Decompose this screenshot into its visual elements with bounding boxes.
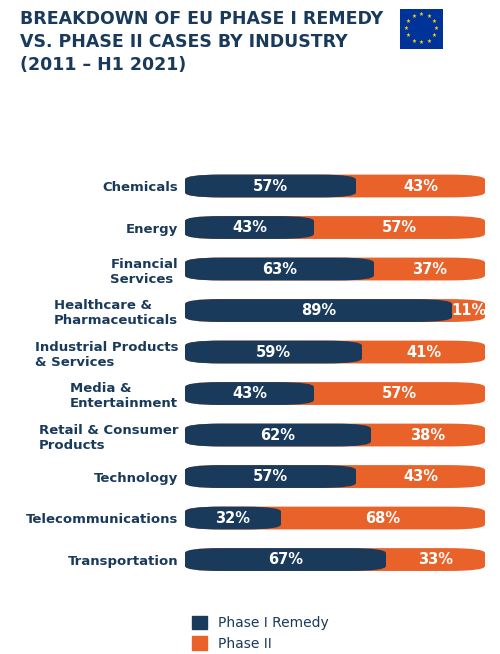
Text: ★: ★: [432, 33, 436, 39]
Text: ★: ★: [434, 26, 438, 31]
FancyBboxPatch shape: [185, 216, 485, 239]
FancyBboxPatch shape: [185, 548, 485, 571]
Text: ★: ★: [419, 41, 424, 46]
FancyBboxPatch shape: [185, 341, 485, 364]
FancyBboxPatch shape: [185, 175, 485, 198]
Text: 43%: 43%: [232, 386, 267, 401]
Text: ★: ★: [426, 39, 431, 44]
Text: 43%: 43%: [232, 220, 267, 235]
FancyBboxPatch shape: [185, 299, 452, 322]
Text: ★: ★: [426, 14, 431, 19]
FancyBboxPatch shape: [185, 258, 485, 281]
Text: 67%: 67%: [268, 552, 303, 567]
Text: ★: ★: [406, 19, 411, 24]
Text: ★: ★: [419, 12, 424, 17]
Text: 57%: 57%: [253, 469, 288, 484]
Text: 59%: 59%: [256, 345, 291, 360]
Text: ★: ★: [404, 26, 409, 31]
FancyBboxPatch shape: [185, 465, 356, 488]
FancyBboxPatch shape: [185, 424, 371, 447]
Text: 57%: 57%: [382, 386, 417, 401]
FancyBboxPatch shape: [185, 341, 362, 364]
Text: 57%: 57%: [382, 220, 417, 235]
FancyBboxPatch shape: [185, 424, 485, 447]
Text: 32%: 32%: [216, 511, 250, 526]
FancyBboxPatch shape: [185, 382, 485, 405]
Text: 57%: 57%: [253, 179, 288, 194]
Text: 38%: 38%: [410, 428, 446, 443]
FancyBboxPatch shape: [185, 258, 374, 281]
Text: 41%: 41%: [406, 345, 441, 360]
Text: 43%: 43%: [403, 469, 438, 484]
FancyBboxPatch shape: [185, 175, 356, 198]
FancyBboxPatch shape: [185, 465, 485, 488]
FancyBboxPatch shape: [185, 299, 485, 322]
Text: BREAKDOWN OF EU PHASE I REMEDY
VS. PHASE II CASES BY INDUSTRY
(2011 – H1 2021): BREAKDOWN OF EU PHASE I REMEDY VS. PHASE…: [20, 10, 383, 74]
Text: ★: ★: [432, 19, 436, 24]
Text: 63%: 63%: [262, 262, 297, 277]
Text: 33%: 33%: [418, 552, 453, 567]
Text: 43%: 43%: [403, 179, 438, 194]
Text: 89%: 89%: [301, 303, 336, 318]
FancyBboxPatch shape: [185, 507, 485, 530]
Text: 68%: 68%: [366, 511, 400, 526]
Text: 62%: 62%: [260, 428, 296, 443]
Text: ★: ★: [412, 39, 416, 44]
FancyBboxPatch shape: [185, 382, 314, 405]
Text: 37%: 37%: [412, 262, 447, 277]
Text: 11%: 11%: [451, 303, 486, 318]
FancyBboxPatch shape: [185, 507, 281, 530]
Legend: Phase I Remedy, Phase II: Phase I Remedy, Phase II: [192, 615, 329, 651]
Text: ★: ★: [412, 14, 416, 19]
FancyBboxPatch shape: [185, 548, 386, 571]
FancyBboxPatch shape: [185, 216, 314, 239]
Text: ★: ★: [406, 33, 411, 39]
